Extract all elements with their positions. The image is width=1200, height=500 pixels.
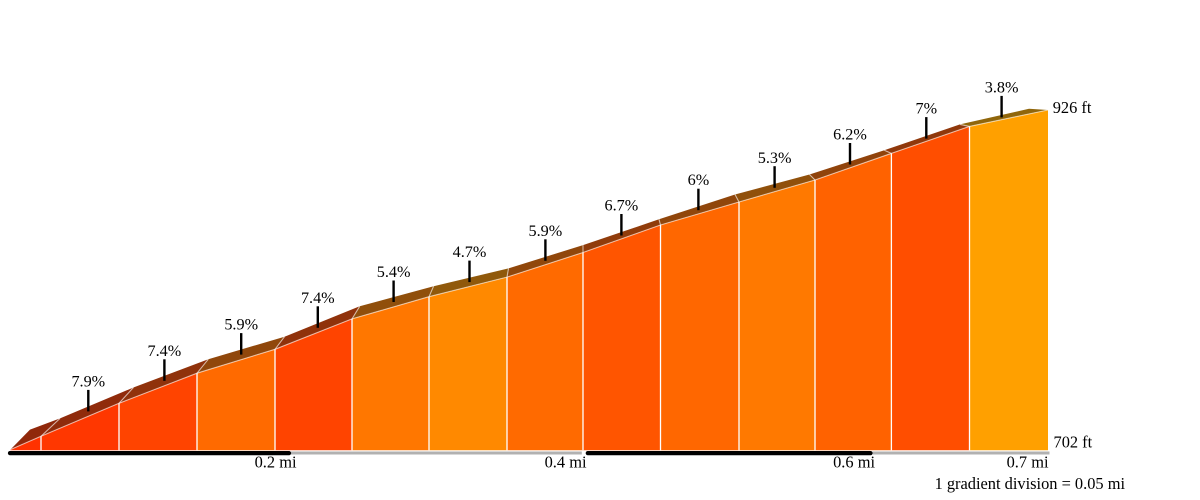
svg-text:0.7 mi: 0.7 mi [1007, 453, 1049, 472]
svg-text:0.6 mi: 0.6 mi [833, 453, 875, 472]
svg-text:7%: 7% [916, 100, 938, 118]
svg-text:5.9%: 5.9% [224, 316, 258, 334]
svg-text:702 ft: 702 ft [1054, 433, 1093, 452]
svg-text:7.4%: 7.4% [301, 289, 335, 307]
svg-text:3.8%: 3.8% [985, 78, 1019, 96]
svg-text:926 ft: 926 ft [1053, 98, 1092, 117]
svg-text:5.3%: 5.3% [758, 149, 792, 167]
svg-text:7.9%: 7.9% [71, 372, 105, 390]
svg-text:6.7%: 6.7% [605, 197, 639, 215]
svg-text:6.2%: 6.2% [833, 126, 867, 144]
svg-text:5.9%: 5.9% [529, 222, 563, 240]
svg-text:5.4%: 5.4% [377, 263, 411, 281]
svg-text:4.7%: 4.7% [453, 243, 487, 261]
svg-text:7.4%: 7.4% [148, 342, 182, 360]
svg-text:0.2 mi: 0.2 mi [255, 453, 297, 472]
svg-text:0.4 mi: 0.4 mi [545, 453, 587, 472]
svg-text:1 gradient division = 0.05 mi: 1 gradient division = 0.05 mi [935, 474, 1126, 493]
svg-text:6%: 6% [688, 171, 710, 189]
